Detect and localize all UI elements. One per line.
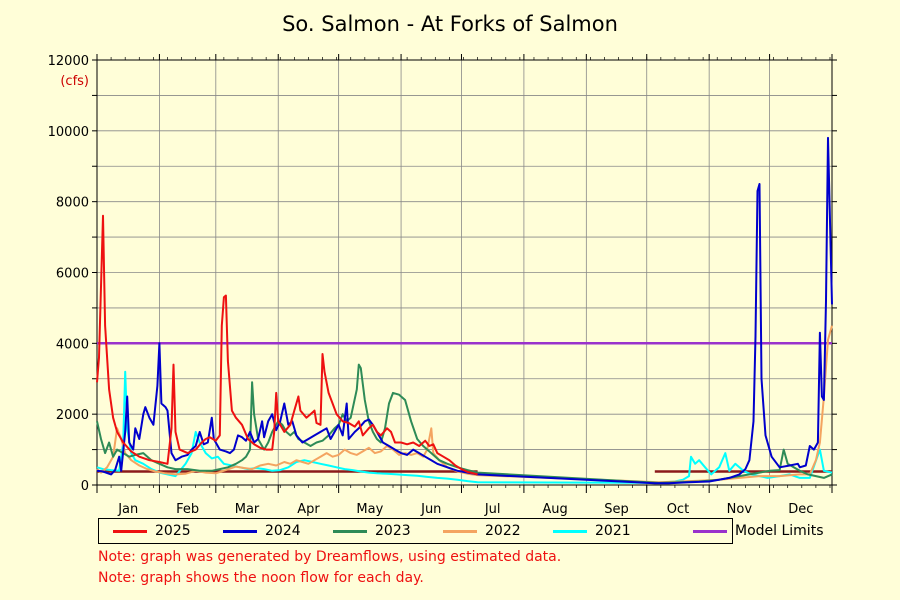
legend-label: 2025: [155, 523, 191, 539]
legend-label: 2022: [485, 523, 521, 539]
month-label: Nov: [727, 502, 753, 517]
legend-swatch: [693, 530, 727, 533]
legend-swatch: [333, 530, 367, 533]
y-tick-label: 8000: [56, 196, 89, 211]
month-label: Feb: [176, 502, 199, 517]
month-label: Aug: [542, 502, 567, 517]
y-tick-label: 0: [81, 479, 89, 494]
series-line-2021: [96, 370, 833, 484]
y-tick-label: 6000: [56, 267, 89, 282]
series-line-2025: [96, 214, 478, 476]
legend-swatch: [553, 530, 587, 533]
y-tick-label: 4000: [56, 337, 89, 352]
month-label: Oct: [667, 502, 689, 517]
legend-swatch: [443, 530, 477, 533]
legend-label: 2024: [265, 523, 301, 539]
month-label: Mar: [235, 502, 260, 517]
note-noon-flow: Note: graph shows the noon flow for each…: [98, 570, 424, 586]
month-label: Jan: [117, 502, 138, 517]
legend-label: 2021: [595, 523, 631, 539]
chart-title: So. Salmon - At Forks of Salmon: [282, 12, 618, 36]
tick-labels: 0 2000 4000 6000 8000 10000 12000 (cfs) Jan Feb Ma…: [48, 54, 814, 517]
series-line-2024: [96, 136, 833, 485]
legend-label: Model Limits: [735, 523, 824, 539]
y-tick-label: 12000: [48, 54, 89, 69]
month-label: Jul: [484, 502, 501, 517]
y-tick-label: 10000: [48, 125, 89, 140]
legend-label: 2023: [375, 523, 411, 539]
legend: 2025 2024 2023 2022 2021 Model Limits: [98, 518, 823, 544]
month-label: Jun: [420, 502, 441, 517]
grid: [96, 59, 833, 486]
month-label: May: [356, 502, 383, 517]
series-lines: [96, 136, 833, 485]
axes: [92, 54, 837, 493]
y-axis-unit: (cfs): [60, 74, 89, 89]
month-label: Apr: [297, 502, 320, 517]
month-label: Dec: [788, 502, 813, 517]
series-line-2022: [96, 325, 833, 484]
legend-swatch: [223, 530, 257, 533]
series-line-2023: [96, 363, 833, 484]
note-estimated-data: Note: graph was generated by Dreamflows,…: [98, 549, 562, 565]
legend-swatch: [113, 530, 147, 533]
month-label: Sep: [604, 502, 629, 517]
y-tick-label: 2000: [56, 408, 89, 423]
